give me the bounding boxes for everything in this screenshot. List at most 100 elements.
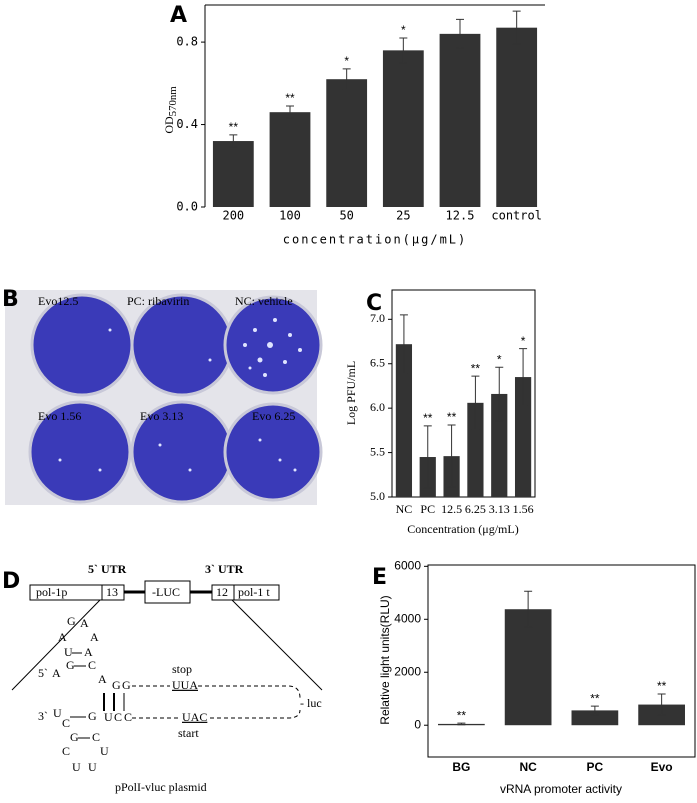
- box-label: 12: [216, 585, 228, 599]
- x-axis-label: concentration(μg/mL): [283, 233, 468, 247]
- nucleotide: C: [92, 730, 100, 744]
- error-bar: [286, 105, 294, 119]
- significance-label: **: [229, 120, 239, 134]
- nucleotide: U: [64, 645, 73, 659]
- nucleotide: U: [100, 744, 109, 758]
- y-axis-label-main: Relative light units(RLU): [378, 595, 392, 724]
- codon: UUA: [172, 678, 198, 692]
- nucleotide: U: [88, 760, 97, 774]
- zoom-line: [231, 599, 323, 691]
- nucleotide: A: [80, 616, 89, 630]
- plate-well: [223, 402, 323, 502]
- bar: [269, 112, 311, 207]
- y-tick-label: 7.0: [370, 311, 385, 325]
- nucleotide: C: [124, 710, 132, 724]
- x-axis-label: vRNA promoter activity: [500, 782, 622, 796]
- box-label: -LUC: [152, 585, 180, 599]
- bar: [326, 79, 368, 207]
- x-tick-label: 200: [222, 209, 244, 223]
- nucleotide: G: [66, 658, 75, 672]
- significance-label: *: [344, 54, 349, 68]
- bar: [504, 609, 552, 726]
- plot-frame: [427, 564, 696, 758]
- nucleotide: U: [72, 760, 81, 774]
- diagram-caption: pPolI-vluc plasmid: [115, 780, 207, 794]
- significance-label: **: [285, 91, 295, 105]
- nucleotide: C: [62, 716, 70, 730]
- nucleotide: G: [70, 730, 79, 744]
- y-tick-label: 6.5: [370, 355, 385, 369]
- error-bar: [423, 425, 432, 489]
- bar: [514, 377, 532, 497]
- codon: UAC: [182, 710, 207, 724]
- plate-label: NC: vehicle: [235, 294, 293, 308]
- x-tick-label: 3.13: [489, 502, 510, 516]
- x-tick-label: BG: [452, 760, 470, 774]
- error-bar: [447, 424, 456, 488]
- plate-label: PC: ribavirin: [127, 294, 189, 308]
- panel-label: D: [2, 569, 20, 594]
- nucleotide: C: [114, 710, 122, 724]
- utr-label: 3` UTR: [205, 562, 244, 576]
- significance-label: **: [447, 410, 457, 424]
- error-bar: [342, 68, 351, 91]
- x-tick-label: NC: [396, 502, 413, 516]
- start-label: start: [178, 726, 199, 740]
- bar: [467, 402, 484, 497]
- y-tick-label: 0: [414, 717, 421, 731]
- x-tick-label: 100: [279, 209, 301, 223]
- y-axis-label-subscript: 570nm: [167, 86, 179, 117]
- y-tick-label: 6.0: [370, 400, 385, 414]
- y-axis-label: OD570nm: [162, 86, 180, 134]
- x-tick-label: 25: [396, 209, 410, 223]
- significance-label: *: [521, 334, 526, 348]
- error-bar: [399, 37, 408, 64]
- diagram: D 5` UTR 3` UTR pol-1p 13 -LUC 12 pol-1 …: [2, 562, 323, 794]
- bar: [571, 710, 619, 726]
- nucleotide: A: [98, 672, 107, 686]
- x-tick-label: 12.5: [446, 209, 475, 223]
- y-axis-label-main: OD: [162, 116, 176, 134]
- y-tick-label: 4000: [394, 611, 421, 625]
- panel-label: C: [366, 291, 382, 316]
- significance-label: **: [590, 691, 600, 705]
- plate-label: Evo12.5: [38, 294, 78, 308]
- significance-label: **: [457, 708, 467, 722]
- x-tick-label: PC: [587, 760, 604, 774]
- stop-label: stop: [172, 662, 192, 676]
- x-tick-label: control: [491, 209, 542, 223]
- x-tick-label: 50: [339, 209, 353, 223]
- plate-label: Evo 3.13: [140, 409, 183, 423]
- plot-frame: [391, 289, 536, 498]
- dashed-path: [132, 685, 301, 719]
- y-tick-label: 0.4: [176, 117, 198, 131]
- nucleotide: 5`: [38, 666, 48, 680]
- error-bar: [495, 366, 504, 422]
- nucleotide: C: [62, 744, 70, 758]
- nucleotide: 3`: [38, 709, 48, 723]
- bar: [496, 27, 538, 208]
- x-tick-label: Evo: [651, 760, 673, 774]
- box: [233, 584, 280, 601]
- x-tick-label: 6.25: [465, 502, 486, 516]
- significance-label: **: [657, 679, 667, 693]
- y-axis-label: Relative light units(RLU): [378, 595, 392, 724]
- error-bar: [456, 18, 464, 49]
- nucleotide: U: [104, 710, 113, 724]
- bar: [212, 141, 254, 207]
- bar: [382, 50, 424, 207]
- error-bar: [657, 693, 666, 716]
- box-label: pol-1p: [36, 585, 67, 599]
- panel-label: B: [2, 287, 19, 312]
- error-bar: [590, 705, 599, 716]
- significance-label: *: [497, 352, 502, 366]
- plate-photo: Evo12.5 PC: ribavirin NC: vehicle Evo 1.…: [5, 290, 323, 505]
- box-label: pol-1 t: [238, 585, 270, 599]
- nucleotide: A: [58, 630, 67, 644]
- x-tick-label: 12.5: [441, 502, 462, 516]
- x-axis-label: Concentration (μg/mL): [407, 522, 518, 536]
- error-bar: [524, 590, 533, 628]
- utr-label: 5` UTR: [88, 562, 127, 576]
- x-tick-label: PC: [420, 502, 435, 516]
- y-tick-label: 0.8: [176, 35, 198, 49]
